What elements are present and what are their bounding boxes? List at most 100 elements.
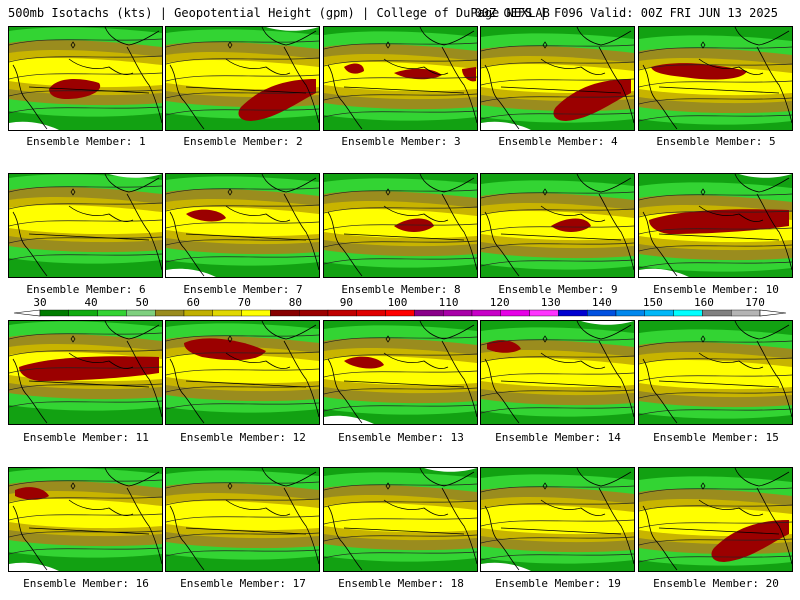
jet-maximum-shading [344, 356, 384, 369]
jet-maximum-shading [344, 63, 476, 82]
geopotential-height-contour [324, 189, 477, 197]
legend-tick-label: 40 [84, 296, 97, 309]
geopotential-height-contour [481, 208, 634, 216]
geopotential-height-contour [9, 496, 162, 504]
coastline-borders [327, 321, 477, 424]
ensemble-member-label: Ensemble Member: 6 [26, 283, 146, 296]
ensemble-member-label: Ensemble Member: 9 [498, 283, 618, 296]
ensemble-member-map [323, 173, 478, 278]
geopotential-height-contour [9, 349, 162, 357]
model-run-valid-time: 00Z GEFS | F096 Valid: 00Z FRI JUN 13 20… [474, 6, 778, 20]
ensemble-member-label: Ensemble Member: 17 [180, 577, 306, 590]
station-marker-icon [385, 482, 391, 490]
geopotential-height-contour [9, 219, 162, 227]
legend-tick-label: 150 [643, 296, 663, 309]
geopotential-height-contour [166, 351, 319, 359]
coastline-borders [642, 27, 792, 130]
geopotential-height-contour [639, 261, 792, 269]
isotach-map-svg [481, 174, 634, 277]
isotach-map-svg [9, 27, 162, 130]
ensemble-member-label: Ensemble Member: 1 [26, 135, 146, 148]
isotach-map-svg [639, 321, 792, 424]
geopotential-height-contour [166, 368, 319, 376]
geopotential-height-contour [481, 553, 634, 561]
geopotential-height-contour [481, 78, 634, 86]
ensemble-member-map [638, 173, 793, 278]
legend-color-swatch [414, 309, 444, 317]
ensemble-member-map [165, 320, 320, 425]
isotach-map-svg [166, 174, 319, 277]
geopotential-height-contour [481, 355, 634, 363]
ensemble-member-map [165, 26, 320, 131]
legend-color-swatch [615, 309, 645, 317]
jet-maximum-shading [19, 356, 159, 381]
geopotential-height-contour [166, 108, 319, 116]
ensemble-member-label: Ensemble Member: 8 [341, 283, 461, 296]
geopotential-height-contour [481, 44, 634, 52]
ensemble-member-label: Ensemble Member: 3 [341, 135, 461, 148]
ensemble-member-map [323, 467, 478, 572]
geopotential-height-contour [9, 55, 162, 63]
geopotential-height-contour [324, 483, 477, 491]
ensemble-member-label: Ensemble Member: 2 [183, 135, 303, 148]
legend-color-swatch [154, 309, 185, 317]
geopotential-height-contour [324, 59, 477, 67]
geopotential-height-contour [324, 370, 477, 378]
geopotential-height-contour [481, 95, 634, 103]
legend-lower-arrow [13, 309, 41, 317]
geopotential-height-contour [481, 191, 634, 199]
ensemble-member-label: Ensemble Member: 10 [653, 283, 779, 296]
geopotential-height-contour [481, 225, 634, 233]
isotach-map-svg [9, 468, 162, 571]
geopotential-height-contour [639, 46, 792, 54]
jet-maximum-shading [184, 338, 266, 361]
legend-tick-label: 120 [490, 296, 510, 309]
jet-maximum-shading [651, 63, 747, 80]
ensemble-member-label: Ensemble Member: 7 [183, 283, 303, 296]
ensemble-member-map [8, 467, 163, 572]
legend-tick-label: 140 [592, 296, 612, 309]
geopotential-height-contour [166, 255, 319, 263]
coastline-borders [642, 321, 792, 424]
legend-color-swatch [356, 309, 386, 317]
legend-color-swatch [644, 309, 674, 317]
ensemble-member-map [323, 26, 478, 131]
coastline-borders [484, 27, 634, 130]
ensemble-member-map [8, 320, 163, 425]
geopotential-height-contour [324, 500, 477, 508]
header: 500mb Isotachs (kts) | Geopotential Heig… [0, 0, 800, 26]
coastline-borders [327, 174, 477, 277]
legend-color-swatch [299, 309, 329, 317]
geopotential-height-contour [481, 502, 634, 510]
jet-maximum-shading [551, 218, 591, 232]
ensemble-member-label: Ensemble Member: 11 [23, 431, 149, 444]
isotach-map-svg [324, 174, 477, 277]
geopotential-height-contour [324, 336, 477, 344]
ensemble-member-label: Ensemble Member: 16 [23, 577, 149, 590]
jet-maximum-shading [649, 209, 789, 234]
geopotential-height-contour [481, 338, 634, 346]
coastline-borders [12, 174, 162, 277]
isotach-map-svg [481, 27, 634, 130]
isotach-color-legend: 30 40 50 60 70 80 90 100 110 120 130 140 150 160 170 [0, 295, 800, 319]
isotach-map-svg [9, 174, 162, 277]
coastline-borders [484, 468, 634, 571]
legend-color-swatch [39, 309, 69, 317]
isotach-map-svg [324, 468, 477, 571]
ensemble-member-map [165, 173, 320, 278]
legend-color-swatch [529, 309, 559, 317]
coastline-borders [327, 27, 477, 130]
station-marker-icon [70, 482, 76, 490]
geopotential-height-contour [9, 38, 162, 46]
isotach-map-svg [166, 468, 319, 571]
geopotential-height-contour [9, 547, 162, 555]
geopotential-height-contour [639, 357, 792, 365]
legend-tick-label: 110 [439, 296, 459, 309]
station-marker-icon [700, 482, 706, 490]
legend-color-swatch [270, 309, 300, 317]
ensemble-member-label: Ensemble Member: 15 [653, 431, 779, 444]
isotach-map-svg [166, 27, 319, 130]
ensemble-member-map [8, 173, 163, 278]
station-marker-icon [70, 188, 76, 196]
geopotential-height-contour [639, 97, 792, 105]
